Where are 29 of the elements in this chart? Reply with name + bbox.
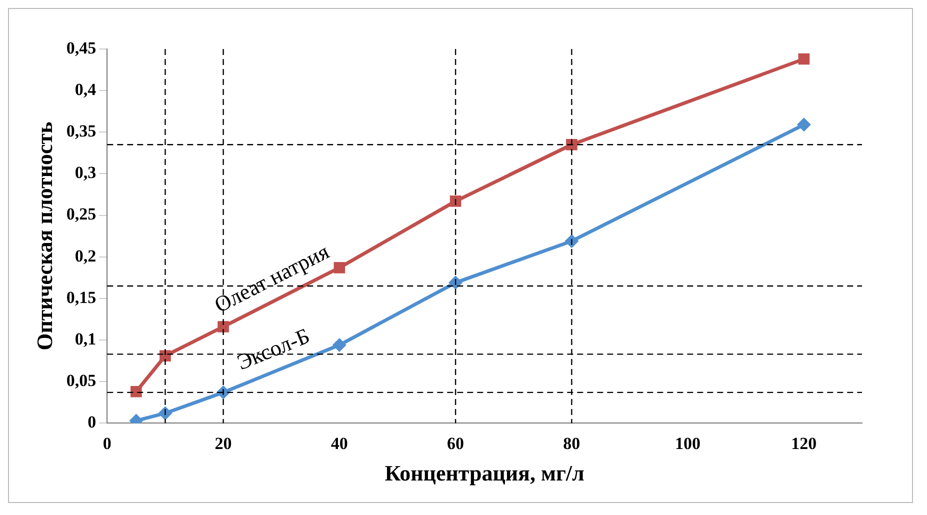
point [796,118,811,132]
y-axis-title: Оптическая плотность [32,121,57,350]
x-tick-label: 60 [447,434,464,453]
x-tick-label: 40 [330,434,348,453]
point [130,386,142,398]
y-tick-label: 0,25 [66,204,96,224]
y-tick-label: 0,1 [74,329,96,348]
x-tick-label: 100 [675,434,701,453]
x-axis-title: Концентрация, мг/л [384,460,584,486]
x-tick-label: 80 [563,434,580,453]
point [332,338,346,352]
y-tick-label: 0,05 [66,371,96,390]
point [448,276,463,290]
x-tick-label: 120 [791,434,817,453]
y-tick-label: 0,4 [74,80,97,99]
point [450,196,462,207]
point [334,262,346,274]
x-tick-label: 0 [102,434,112,453]
y-tick-label: 0 [88,412,96,432]
y-tick-label: 0,15 [66,288,96,307]
x-tick-label: 20 [214,434,232,453]
point [218,321,229,332]
point [798,53,810,65]
y-tick-label: 0,2 [74,246,96,266]
point [158,406,172,420]
y-tick-label: 0,45 [66,38,96,58]
y-tick-label: 0,3 [74,163,96,182]
point [564,234,579,248]
y-tick-label: 0,35 [66,122,96,141]
